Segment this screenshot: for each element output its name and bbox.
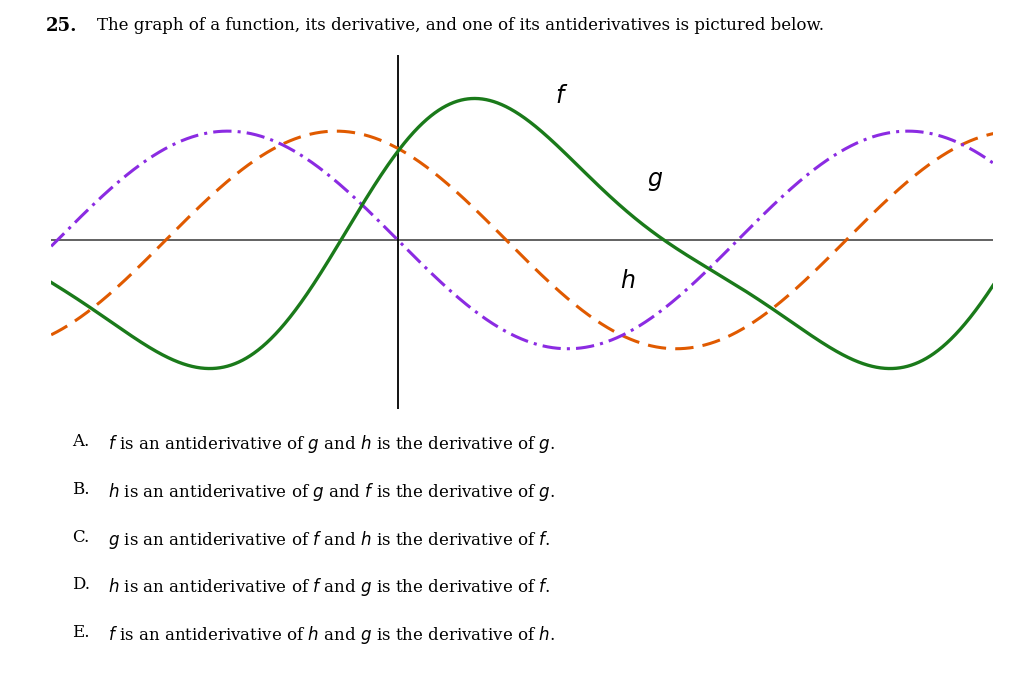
Text: $g$: $g$ (647, 170, 663, 194)
Text: $f$ is an antiderivative of $g$ and $h$ is the derivative of $g$.: $f$ is an antiderivative of $g$ and $h$ … (108, 433, 554, 455)
Text: 25.: 25. (46, 17, 78, 35)
Text: $h$: $h$ (620, 270, 635, 293)
Text: D.: D. (72, 576, 90, 593)
Text: $f$: $f$ (555, 85, 568, 108)
Text: $g$ is an antiderivative of $f$ and $h$ is the derivative of $f$.: $g$ is an antiderivative of $f$ and $h$ … (108, 529, 550, 550)
Text: $h$ is an antiderivative of $g$ and $f$ is the derivative of $g$.: $h$ is an antiderivative of $g$ and $f$ … (108, 481, 554, 503)
Text: $f$ is an antiderivative of $h$ and $g$ is the derivative of $h$.: $f$ is an antiderivative of $h$ and $g$ … (108, 624, 554, 646)
Text: The graph of a function, its derivative, and one of its antiderivatives is pictu: The graph of a function, its derivative,… (97, 17, 824, 34)
Text: $h$ is an antiderivative of $f$ and $g$ is the derivative of $f$.: $h$ is an antiderivative of $f$ and $g$ … (108, 576, 550, 598)
Text: A.: A. (72, 433, 89, 450)
Text: C.: C. (72, 529, 89, 546)
Text: B.: B. (72, 481, 89, 498)
Text: E.: E. (72, 624, 89, 641)
